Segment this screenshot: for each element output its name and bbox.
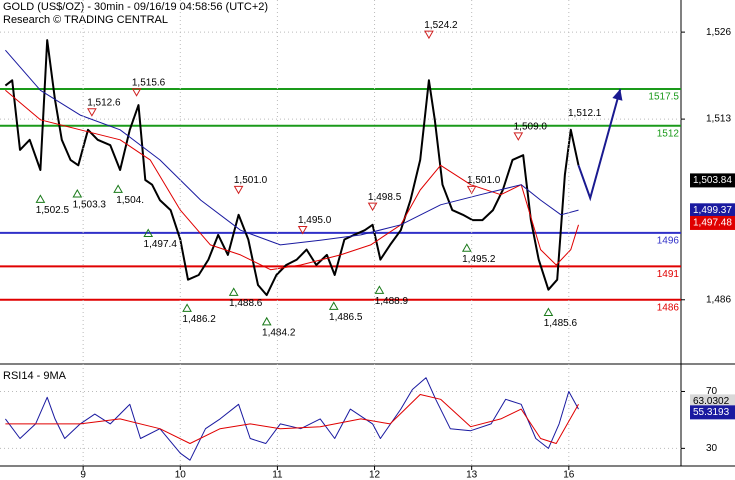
- pivot-label: 1,488.6: [229, 298, 263, 309]
- pivot-label: 1,515.6: [132, 77, 166, 88]
- pivot-low: [261, 316, 272, 326]
- level-label: 1512: [657, 128, 680, 139]
- pivot-label: 1,501.0: [467, 175, 501, 186]
- pivot-high: [424, 30, 434, 40]
- pivot-label: 1,495.0: [298, 215, 332, 226]
- pivot-label: 1,498.5: [368, 192, 402, 203]
- pivot-low: [228, 287, 239, 296]
- pivot-high: [233, 185, 244, 195]
- series-line: [5, 394, 579, 444]
- pivot-low: [182, 303, 192, 312]
- pivot-high: [131, 88, 142, 97]
- series-line: [5, 89, 579, 271]
- pivot-label: 1,485.6: [544, 318, 578, 329]
- pivot-label: 1,488.9: [375, 296, 409, 307]
- level-label: 1491: [657, 269, 680, 280]
- level-label: 1496: [657, 235, 680, 246]
- value-tag: [690, 173, 735, 188]
- x-tick-label: 16: [563, 470, 575, 480]
- pivot-low: [328, 301, 339, 310]
- pivot-label: 1,509.0: [514, 122, 548, 133]
- y-tick-label: 1,486: [706, 294, 731, 305]
- value-tag-label: 55.3193: [693, 407, 730, 418]
- value-tag-label: 1,497.48: [693, 218, 732, 229]
- x-tick-label: 9: [80, 470, 86, 480]
- pivot-label: 1,501.0: [234, 175, 268, 186]
- pivot-low: [461, 243, 472, 252]
- series-line: [5, 49, 579, 246]
- value-tag: [690, 215, 735, 230]
- pivot-label: 1,495.2: [462, 254, 496, 265]
- y-tick-label: 30: [706, 443, 718, 454]
- pivot-low: [374, 285, 385, 294]
- pivot-high: [297, 226, 308, 235]
- y-tick-label: 70: [706, 386, 718, 397]
- y-tick-label: 1,513: [706, 114, 731, 125]
- x-tick-label: 11: [272, 470, 283, 480]
- pivot-high: [367, 202, 378, 212]
- value-tag-label: 1,499.37: [693, 205, 732, 216]
- pivot-label: 1,504.: [116, 195, 144, 206]
- y-tick-label: 1,526: [706, 27, 731, 38]
- pivot-low: [35, 194, 46, 203]
- pivot-label: 1,512.6: [87, 97, 121, 108]
- pivot-low: [72, 189, 83, 198]
- pivot-high: [466, 185, 477, 195]
- x-tick-label: 13: [466, 470, 478, 480]
- value-tag-label: 1,503.84: [693, 175, 732, 186]
- chart-title: GOLD (US$/OZ) - 30min - 09/16/19 04:58:5…: [3, 1, 268, 13]
- panel-title: RSI14 - 9MA: [3, 370, 67, 382]
- series-line: [4, 39, 580, 297]
- level-label: 1486: [657, 302, 680, 313]
- chart-subtitle: Research © TRADING CENTRAL: [3, 14, 168, 26]
- forecast-arrowhead: [612, 88, 623, 101]
- forecast-arrow: [577, 88, 622, 202]
- pivot-label: 1,502.5: [36, 205, 70, 216]
- pivot-label: 1,486.2: [182, 314, 216, 325]
- value-tag: [690, 203, 735, 218]
- pivot-label: 1,486.5: [329, 312, 363, 323]
- pivot-high: [87, 108, 97, 117]
- value-tag: [690, 394, 735, 409]
- pivot-high: [513, 132, 524, 141]
- level-label: 1517.5: [648, 92, 679, 103]
- value-tag-label: 63.0302: [693, 396, 730, 407]
- pivot-low: [543, 307, 554, 316]
- pivot-label: 1,497.4: [144, 239, 178, 250]
- pivot-low: [143, 228, 154, 237]
- value-tag: [690, 405, 735, 420]
- pivot-label: 1,484.2: [262, 327, 296, 338]
- pivot-label: 1,503.3: [73, 200, 107, 211]
- x-tick-label: 12: [369, 470, 381, 480]
- series-line: [4, 377, 579, 461]
- pivot-label: 1,524.2: [424, 20, 458, 31]
- pivot-label: 1,512.1: [568, 108, 602, 119]
- x-tick-label: 10: [175, 470, 187, 480]
- pivot-low: [113, 184, 123, 193]
